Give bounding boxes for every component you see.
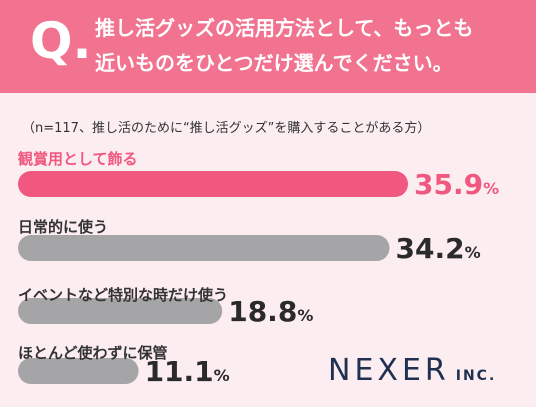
value-unit-0: % bbox=[483, 179, 500, 198]
value-number-0: 35.9 bbox=[414, 168, 484, 201]
value-unit-3: % bbox=[213, 366, 230, 385]
value-label-2: 18.8% bbox=[228, 298, 313, 326]
bar-2 bbox=[18, 298, 223, 324]
bar-0 bbox=[18, 171, 408, 197]
nexer-logo: NEXER INC. bbox=[328, 356, 496, 386]
value-number-1: 34.2 bbox=[395, 232, 465, 265]
value-label-3: 11.1% bbox=[145, 358, 230, 386]
category-label-2: イベントなど特別な時だけ使う bbox=[18, 286, 229, 304]
logo-sub-text: INC. bbox=[455, 368, 497, 384]
value-label-0: 35.9% bbox=[414, 171, 499, 199]
logo-main-text: NEXER bbox=[328, 353, 450, 388]
question-line-1: 推し活グッズの活用方法として、もっとも bbox=[95, 16, 474, 40]
value-unit-2: % bbox=[297, 306, 314, 325]
category-label-1: 日常的に使う bbox=[18, 218, 109, 236]
category-label-3: ほとんど使わずに保管 bbox=[18, 344, 168, 362]
sample-note: （n=117、推し活のために“推し活グッズ”を購入することがある方） bbox=[22, 121, 431, 136]
value-number-2: 18.8 bbox=[228, 295, 298, 328]
value-unit-1: % bbox=[464, 243, 481, 262]
bar-3 bbox=[18, 358, 139, 384]
question-mark: Q. bbox=[30, 12, 92, 70]
bar-1 bbox=[18, 235, 390, 261]
question-header: Q. 推し活グッズの活用方法として、もっとも 近いものをひとつだけ選んでください… bbox=[0, 0, 536, 93]
value-number-3: 11.1 bbox=[144, 355, 214, 388]
value-label-1: 34.2% bbox=[396, 235, 481, 263]
category-label-0: 観賞用として飾る bbox=[18, 150, 138, 168]
question-line-2: 近いものをひとつだけ選んでください。 bbox=[95, 51, 453, 75]
